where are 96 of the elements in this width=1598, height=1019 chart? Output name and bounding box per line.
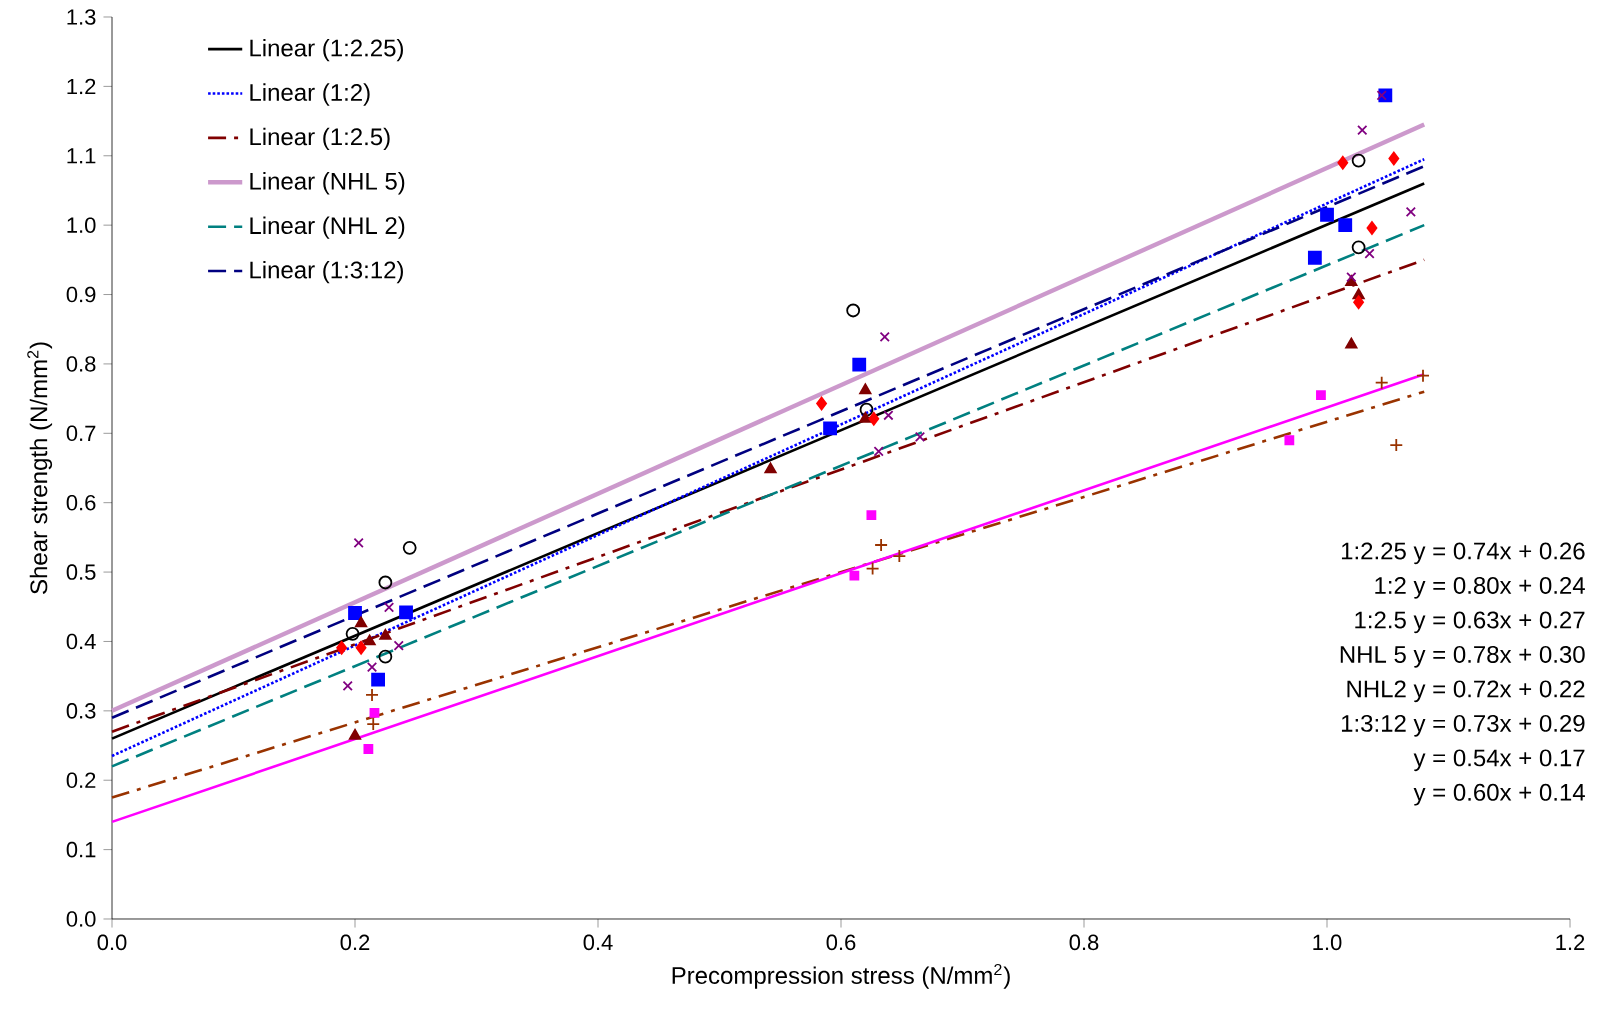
- point: [892, 549, 907, 564]
- annotation: NHL2 y = 0.72x + 0.22: [1347, 680, 1585, 703]
- y-tick-label: 0.3: [66, 703, 96, 719]
- y-tick-label: 0.0: [66, 911, 96, 927]
- x-tick-label: 0.0: [97, 934, 127, 951]
- x-axis-title: Precompression stress (N/mm$^{2}$): [672, 963, 1010, 989]
- point: [399, 605, 413, 620]
- point: [354, 616, 368, 628]
- legend-label: Linear (1:2.5): [250, 127, 390, 151]
- y-tick-label: 0.7: [66, 425, 96, 442]
- point: [369, 708, 380, 718]
- legend-label: Linear (1:3:12): [250, 260, 403, 284]
- point: [868, 411, 880, 426]
- point: [879, 331, 890, 342]
- point: [345, 626, 360, 641]
- point: [1307, 250, 1322, 265]
- y-tick-label: 1.3: [67, 9, 96, 25]
- point: [873, 446, 884, 457]
- x-tick-label: 1.2: [1556, 934, 1585, 950]
- y-tick-label: 0.1: [66, 841, 96, 858]
- point: [1351, 240, 1366, 255]
- y-tick-label: 0.8: [66, 356, 96, 372]
- point: [865, 561, 880, 576]
- point: [355, 640, 367, 655]
- y-tick-label: 0.2: [66, 772, 96, 789]
- point: [348, 728, 362, 740]
- y-axis-title: Shear strength (N/mm$^{2}$): [27, 342, 53, 594]
- annotation: y = 0.60x + 0.14: [1413, 783, 1585, 806]
- point: [353, 537, 364, 549]
- point: [1366, 221, 1378, 235]
- y-tick-label: 0.9: [66, 286, 96, 303]
- legend-label: Linear (1:2): [250, 83, 370, 106]
- point: [816, 396, 827, 411]
- point: [846, 303, 861, 318]
- point: [378, 575, 393, 590]
- point: [393, 640, 404, 651]
- y-tick-label: 1.2: [67, 78, 96, 95]
- x-tick-label: 0.4: [583, 934, 613, 951]
- point: [1405, 206, 1416, 218]
- point: [1338, 218, 1353, 233]
- point: [1351, 153, 1366, 168]
- x-tick-label: 0.6: [826, 934, 856, 951]
- x-tick-label: 0.2: [340, 934, 370, 951]
- legend-label: Linear (1:2.25): [250, 38, 403, 62]
- point: [859, 411, 872, 423]
- point: [1374, 375, 1389, 390]
- y-tick-label: 0.6: [66, 494, 96, 511]
- annotation: 1:2 y = 0.80x + 0.24: [1375, 576, 1585, 599]
- y-tick-label: 0.4: [66, 633, 96, 650]
- annotation: 1:3:12 y = 0.73x + 0.29: [1341, 714, 1585, 737]
- point: [1353, 295, 1365, 310]
- point: [366, 717, 381, 731]
- point: [914, 431, 926, 442]
- point: [402, 540, 417, 555]
- annotation: NHL 5 y = 0.78x + 0.30: [1340, 645, 1585, 668]
- point: [1376, 90, 1387, 101]
- point: [336, 640, 348, 655]
- point: [379, 629, 392, 640]
- point: [852, 357, 867, 372]
- y-tick-label: 1.0: [67, 217, 96, 233]
- point: [1316, 390, 1326, 401]
- point: [764, 462, 777, 474]
- x-tick-label: 1.0: [1313, 934, 1342, 951]
- point: [1345, 337, 1358, 349]
- annotation: y = 0.54x + 0.17: [1413, 749, 1585, 772]
- point: [1284, 435, 1295, 446]
- point: [874, 538, 889, 552]
- point: [1364, 248, 1375, 259]
- point: [348, 606, 362, 620]
- x-tick-label: 0.8: [1069, 934, 1099, 951]
- point: [366, 661, 378, 673]
- point: [866, 510, 877, 521]
- point: [1388, 151, 1400, 166]
- point: [859, 402, 874, 417]
- point: [849, 570, 860, 581]
- point: [383, 602, 395, 613]
- legend-label: Linear (NHL 5): [250, 172, 405, 195]
- point: [371, 672, 385, 687]
- point: [1320, 207, 1334, 222]
- point: [363, 634, 376, 646]
- point: [1357, 124, 1368, 136]
- point: [823, 421, 837, 436]
- point: [365, 687, 379, 702]
- point: [342, 680, 353, 691]
- point: [1389, 438, 1404, 452]
- annotation: 1:2.5 y = 0.63x + 0.27: [1355, 611, 1585, 634]
- y-tick-label: 1.1: [67, 148, 96, 164]
- annotation: 1:2.25 y = 0.74x + 0.26: [1341, 542, 1585, 565]
- point: [363, 744, 374, 754]
- point: [1337, 155, 1349, 170]
- legend-label: Linear (NHL 2): [250, 216, 405, 239]
- y-tick-label: 0.5: [66, 564, 96, 580]
- point: [859, 383, 872, 395]
- point: [883, 410, 894, 421]
- point: [378, 649, 393, 664]
- point: [1416, 368, 1430, 383]
